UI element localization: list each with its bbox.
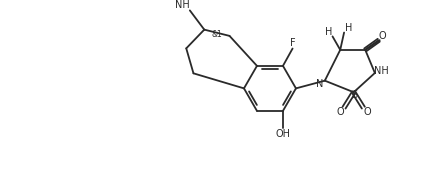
Text: &1: &1 [211,30,222,39]
Text: O: O [335,107,343,117]
Text: F: F [289,38,295,48]
Text: N: N [316,79,323,89]
Text: OH: OH [275,129,290,139]
Text: NH: NH [174,0,189,10]
Text: S: S [351,90,357,100]
Text: O: O [362,107,370,117]
Text: H: H [345,23,352,33]
Text: O: O [378,31,385,41]
Text: H: H [324,27,332,37]
Text: NH: NH [373,66,388,76]
